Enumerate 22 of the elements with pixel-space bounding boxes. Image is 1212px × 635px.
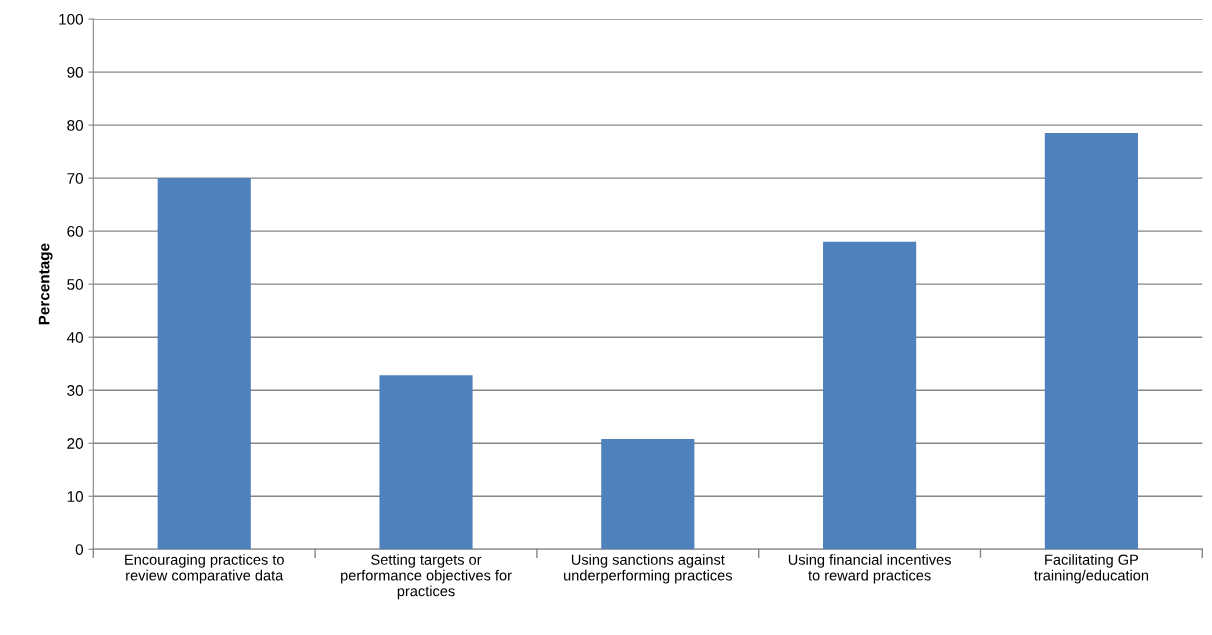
x-tick-label: Using financial incentives to reward practices [788,554,951,584]
bar [601,438,695,550]
y-tick-label: 20 [67,438,84,449]
bar [1044,133,1138,550]
x-tick-label: Using sanctions against underperforming practices [564,554,732,584]
y-tick-label: 50 [67,279,84,290]
y-tick-label: 60 [67,226,84,237]
bar [823,241,917,550]
y-tick-label: 90 [67,66,84,78]
y-tick-label: 40 [66,332,84,343]
y-tick-label: 10 [67,491,84,502]
bar [379,375,473,550]
bar [157,178,251,550]
x-tick-label: Facilitating GP training/education [1034,554,1149,584]
y-tick-label: 30 [67,385,84,396]
y-axis-title: Percentage [38,243,53,325]
y-tick-label: 100 [59,13,84,25]
x-tick-label: Encouraging practices to review comparative data [125,554,284,584]
x-tick-label: Setting targets or performance objectives for practices [341,554,512,600]
y-tick-label: 70 [67,172,84,184]
y-tick-label: 0 [75,544,83,555]
y-tick-label: 80 [67,119,84,131]
